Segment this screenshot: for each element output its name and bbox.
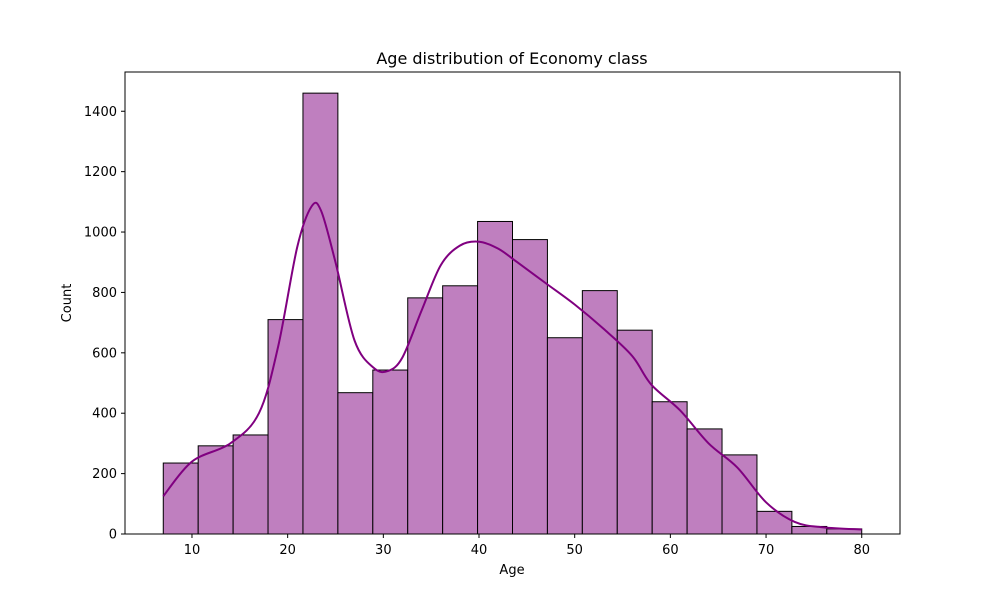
histogram-bar (721, 454, 758, 535)
kde-curve (162, 201, 862, 531)
histogram-bar (372, 369, 409, 535)
y-tick-label: 0 (109, 528, 117, 543)
y-tick-label: 400 (92, 407, 117, 422)
histogram-bar (232, 434, 269, 535)
x-tick-label: 70 (758, 543, 775, 558)
y-tick-label: 200 (92, 467, 117, 482)
y-axis-ticks: 0 200 400 600 800 1000 1200 1400 (84, 105, 125, 543)
histogram-bar (477, 220, 513, 535)
histogram-bar (267, 319, 304, 535)
x-axis-ticks: 10 20 30 40 50 60 70 80 (184, 534, 870, 558)
histogram-bar (581, 290, 618, 535)
x-tick-label: 80 (853, 543, 870, 558)
histogram-bar (512, 239, 548, 535)
y-tick-label: 600 (92, 346, 117, 361)
histogram-bar (756, 510, 793, 535)
x-tick-label: 40 (471, 543, 488, 558)
y-tick-label: 1200 (84, 165, 117, 180)
y-tick-label: 800 (92, 286, 117, 301)
chart-title: Age distribution of Economy class (376, 49, 647, 68)
y-tick-label: 1400 (84, 105, 117, 120)
histogram-bar (442, 285, 479, 535)
histogram-bars (162, 92, 863, 535)
kde-layer (162, 201, 862, 531)
histogram-bar (337, 392, 374, 535)
histogram-bar (407, 297, 444, 535)
x-axis-label: Age (499, 563, 524, 578)
x-tick-label: 20 (279, 543, 296, 558)
x-tick-label: 30 (375, 543, 392, 558)
histogram-bar (616, 329, 653, 535)
histogram-bar (162, 462, 199, 535)
histogram-bar (651, 401, 688, 535)
histogram-bar (686, 428, 723, 535)
x-tick-label: 60 (662, 543, 679, 558)
y-tick-label: 1000 (84, 226, 117, 241)
x-tick-label: 50 (566, 543, 583, 558)
plot-frame (124, 71, 901, 535)
histogram-bar (197, 445, 234, 535)
x-tick-label: 10 (184, 543, 201, 558)
y-axis-label: Count (60, 284, 75, 323)
histogram-bar (546, 337, 583, 535)
histogram-bar (302, 92, 339, 535)
